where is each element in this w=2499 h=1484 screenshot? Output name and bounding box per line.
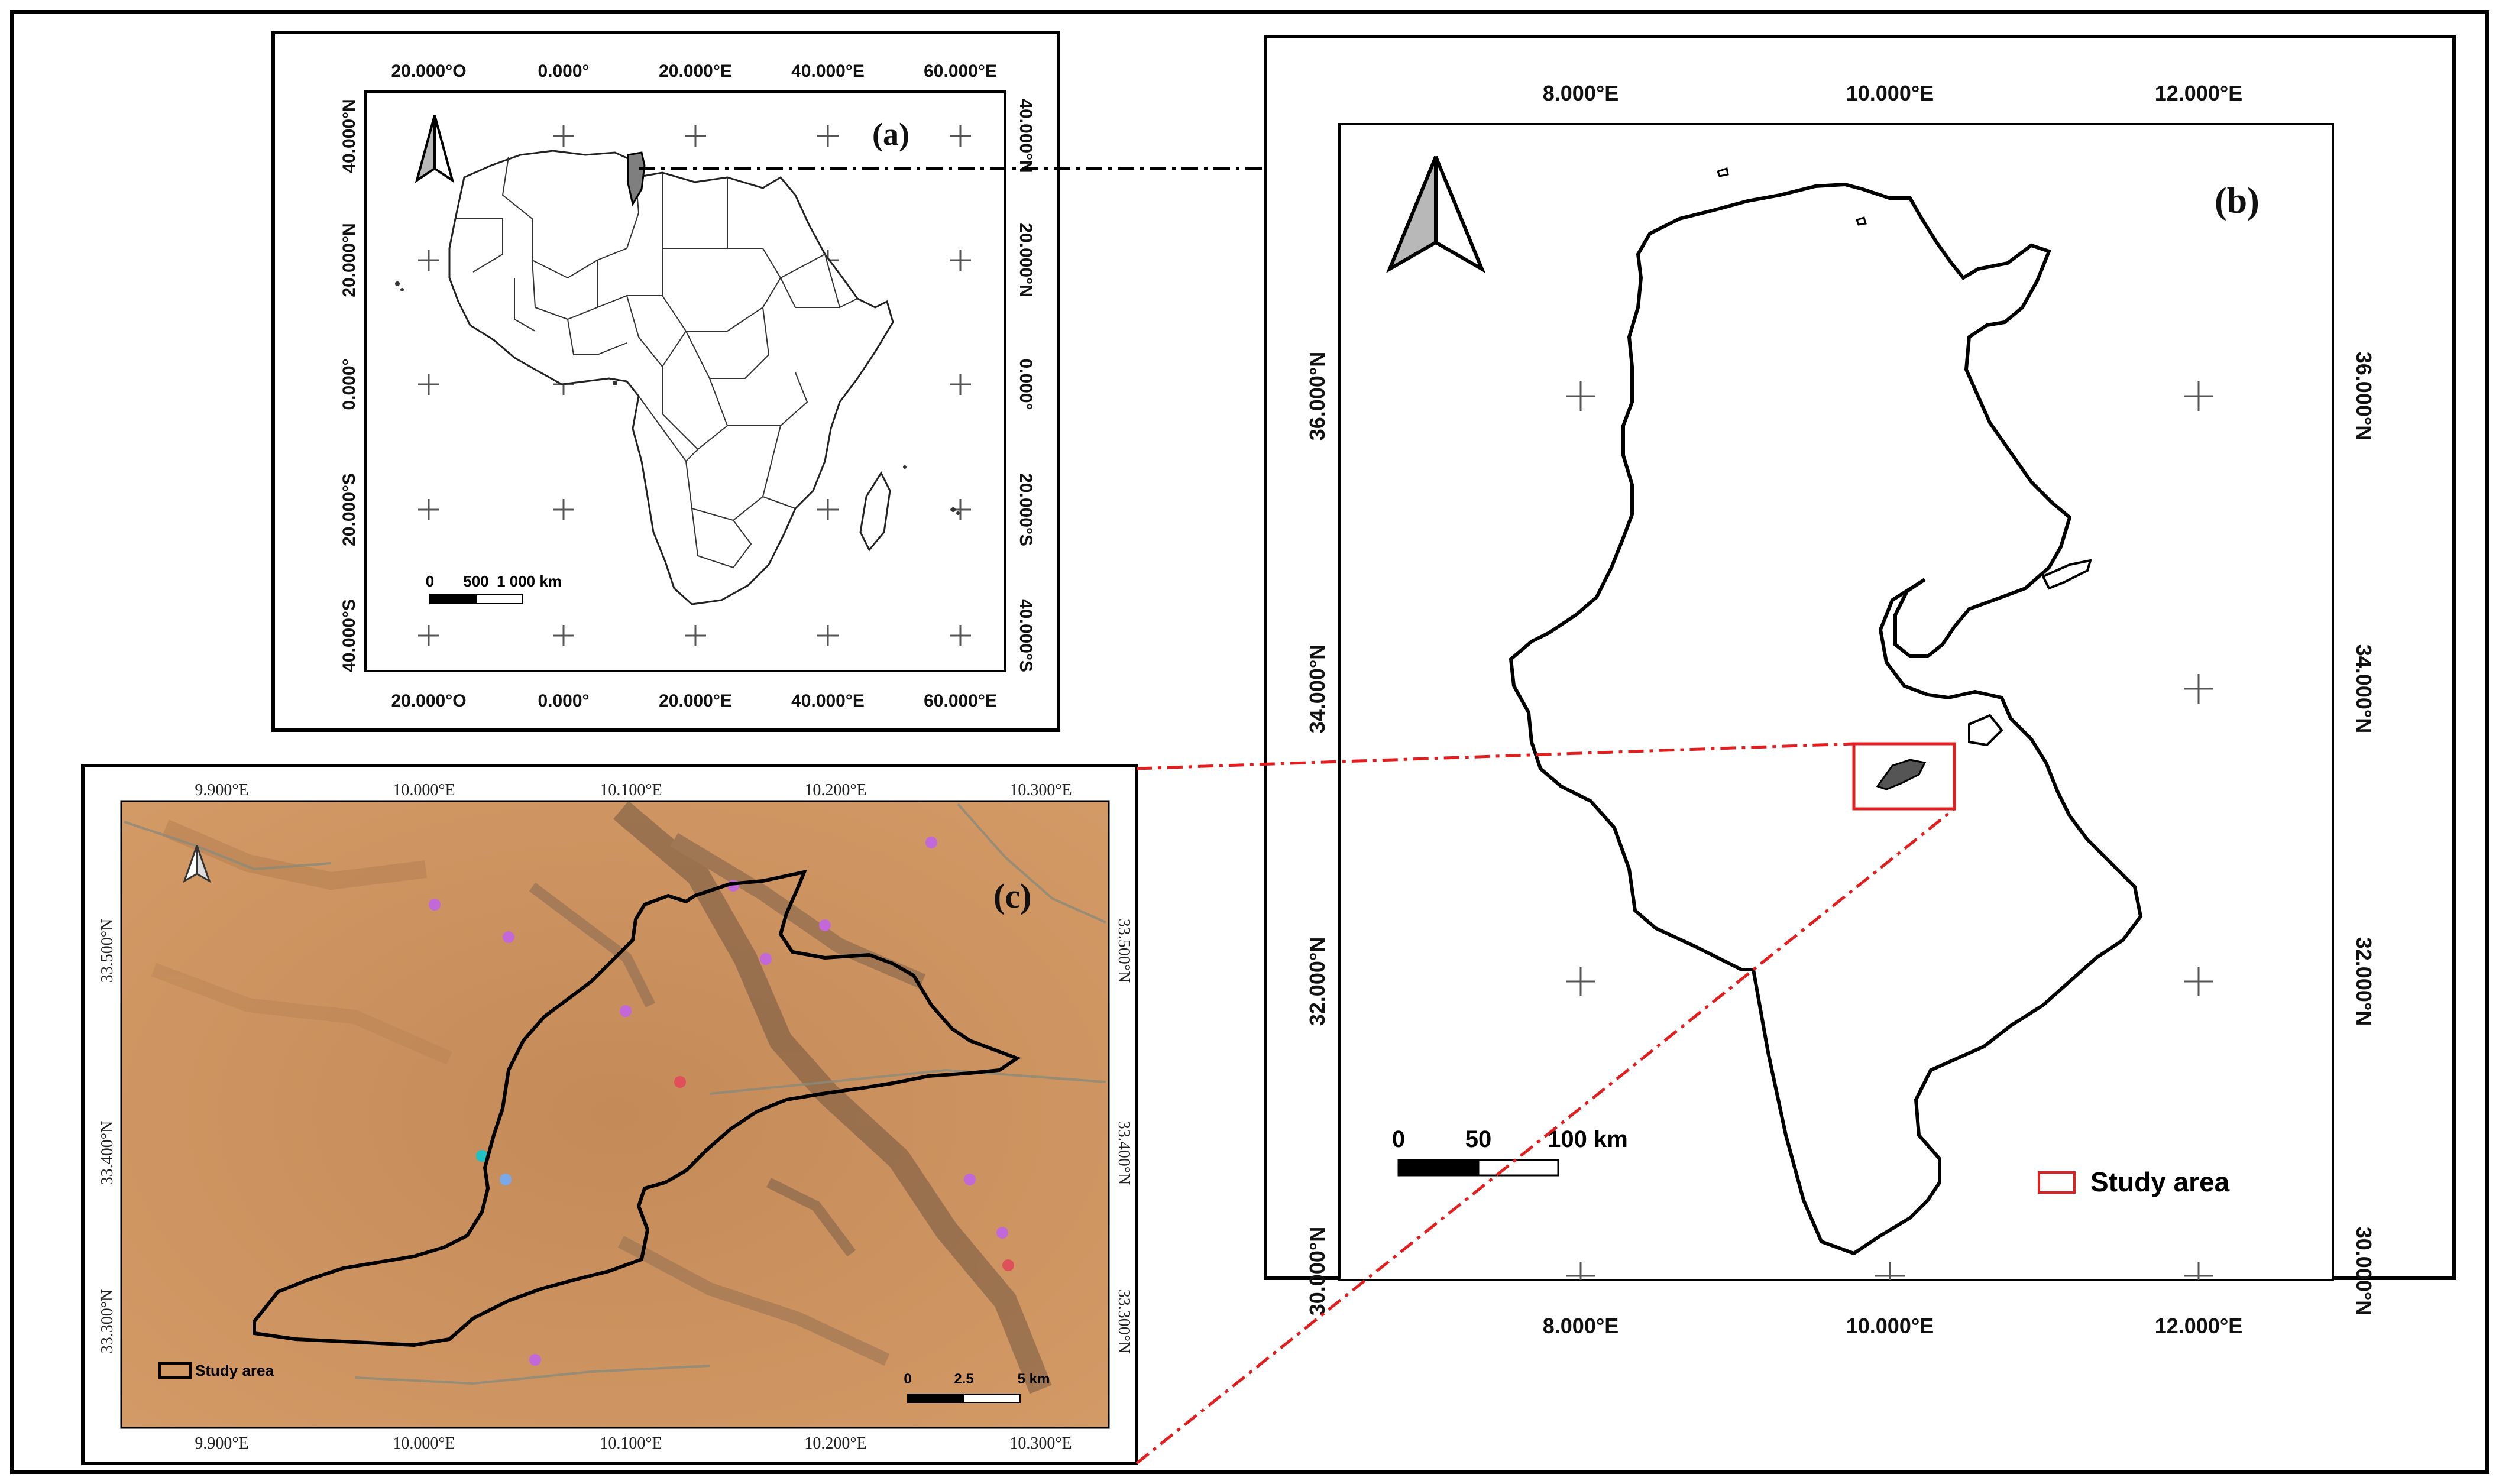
panel-c-top-tick: 10.000°E [393, 781, 455, 799]
panel-a-left-tick: 40.000°S [339, 599, 359, 672]
panel-c-satellite-image [120, 800, 1110, 1429]
panel-b-bottom-tick: 10.000°E [1846, 1314, 1934, 1338]
panel-b-legend-label: Study area [2090, 1167, 2230, 1197]
panel-c-right-tick: 33.300°N [1115, 1289, 1133, 1353]
panel-c-north-arrow-icon [183, 845, 211, 883]
panel-b-top-tick: 12.000°E [2155, 81, 2243, 105]
panel-a-right-tick: 40.000°N [1016, 99, 1035, 173]
panel-c-legend-swatch [158, 1362, 192, 1379]
small-island [1856, 216, 1867, 226]
panel-c-bottom-tick: 10.000°E [393, 1434, 455, 1453]
panel-a-right-tick: 40.000°S [1016, 599, 1035, 672]
panel-c-left-tick: 33.400°N [98, 1121, 116, 1185]
panel-c-scale-label: 2.5 [954, 1371, 973, 1387]
panel-b-scale-label: 100 km [1548, 1126, 1628, 1152]
panel-a-top-tick: 20.000°E [659, 61, 732, 81]
panel-a-scale-bar [429, 594, 523, 604]
panel-c-bottom-tick: 10.100°E [600, 1434, 662, 1453]
panel-c-label: (c) [993, 877, 1031, 915]
africa-continent [448, 150, 894, 605]
panel-c-right-tick: 33.500°N [1115, 919, 1133, 983]
panel-b-right-tick: 30.000°N [2352, 1227, 2376, 1316]
panel-c-scale-label: 0 [904, 1371, 911, 1387]
panel-c-scale-bar [907, 1394, 1021, 1403]
panel-c-roads [124, 803, 1106, 1385]
panel-a-left-tick: 20.000°N [339, 223, 359, 297]
panel-b-scale-bar [1397, 1159, 1559, 1177]
panel-b-left-tick: 32.000°N [1305, 937, 1329, 1026]
panel-b-right-tick: 32.000°N [2352, 937, 2376, 1026]
panel-c-study-area-boundary [253, 869, 1021, 1347]
panel-c-legend-label: Study area [195, 1362, 274, 1379]
panel-a-bottom-tick: 20.000°O [391, 691, 466, 711]
africa-borders [455, 156, 858, 569]
panel-a-scale-label: 0 [426, 572, 434, 590]
panel-a-north-arrow-icon [415, 115, 455, 183]
panel-b-left-tick: 36.000°N [1305, 352, 1329, 441]
panel-b-left-tick: 34.000°N [1305, 644, 1329, 734]
kerkennah-island [2041, 559, 2092, 590]
panel-a-scale-label: 1 000 km [497, 572, 562, 590]
panel-a-bottom-tick: 20.000°E [659, 691, 732, 711]
panel-a-scale-label: 500 [463, 572, 488, 590]
panel-c-top-tick: 9.900°E [195, 781, 248, 799]
panel-a-top-tick: 40.000°E [791, 61, 865, 81]
panel-b-bottom-tick: 8.000°E [1543, 1314, 1619, 1338]
tunisia-highlight [627, 151, 646, 206]
panel-b-right-tick: 36.000°N [2352, 352, 2376, 441]
panel-b-left-tick: 30.000°N [1305, 1227, 1329, 1316]
panel-b-scale-label: 0 [1392, 1126, 1405, 1152]
figure-border [10, 10, 2489, 1474]
panel-b-study-area-box [1852, 742, 1956, 811]
panel-a-top-tick: 0.000° [538, 61, 589, 81]
panel-a-left-tick: 0.000° [339, 358, 359, 410]
africa-islands [395, 281, 960, 515]
panel-b-study-area-polygon [1876, 759, 1927, 790]
panel-b-north-arrow-icon [1386, 155, 1486, 273]
panel-a-top-tick: 60.000°E [924, 61, 997, 81]
small-island [1717, 167, 1729, 177]
panel-a-bottom-tick: 0.000° [538, 691, 589, 711]
panel-c-bottom-tick: 9.900°E [195, 1434, 248, 1453]
panel-b-scale-label: 50 [1465, 1126, 1492, 1152]
panel-b-top-tick: 8.000°E [1543, 81, 1619, 105]
panel-a-right-tick: 20.000°S [1016, 473, 1035, 546]
panel-a-right-tick: 0.000° [1016, 358, 1035, 410]
connector-c-to-b [1135, 742, 1956, 1464]
panel-c-left-tick: 33.300°N [98, 1289, 116, 1353]
panel-c-right-tick: 33.400°N [1115, 1121, 1133, 1185]
panel-c: 9.900°E 10.000°E 10.100°E 10.200°E 10.30… [81, 764, 1138, 1465]
panel-a-left-tick: 40.000°N [339, 99, 359, 173]
panel-a-left-tick: 20.000°S [339, 473, 359, 546]
panel-b-label: (b) [2215, 181, 2260, 221]
panel-a-bottom-tick: 40.000°E [791, 691, 865, 711]
panel-a-top-tick: 20.000°O [391, 61, 466, 81]
djerba-island [1968, 714, 2003, 747]
panel-a: 20.000°O 0.000° 20.000°E 40.000°E 60.000… [271, 31, 1060, 732]
panel-b-top-tick: 10.000°E [1846, 81, 1934, 105]
panel-b: 8.000°E 10.000°E 12.000°E 8.000°E 10.000… [1264, 35, 2456, 1338]
panel-c-top-tick: 10.200°E [804, 781, 866, 799]
panel-c-top-tick: 10.100°E [600, 781, 662, 799]
panel-b-legend-swatch [2038, 1171, 2076, 1194]
panel-c-top-tick: 10.300°E [1009, 781, 1072, 799]
panel-c-scale-label: 5 km [1018, 1371, 1050, 1387]
panel-b-right-tick: 34.000°N [2352, 644, 2376, 734]
panel-c-place-markers [429, 837, 1014, 1366]
panel-a-bottom-tick: 60.000°E [924, 691, 997, 711]
madagascar [859, 471, 891, 552]
panel-a-label: (a) [872, 116, 909, 152]
panel-c-bottom-tick: 10.200°E [804, 1434, 866, 1453]
panel-b-bottom-tick: 12.000°E [2155, 1314, 2243, 1338]
panel-c-bottom-tick: 10.300°E [1009, 1434, 1072, 1453]
tunisia-outline [1509, 182, 2143, 1256]
panel-c-left-tick: 33.500°N [98, 919, 116, 983]
panel-a-right-tick: 20.000°N [1016, 223, 1035, 297]
